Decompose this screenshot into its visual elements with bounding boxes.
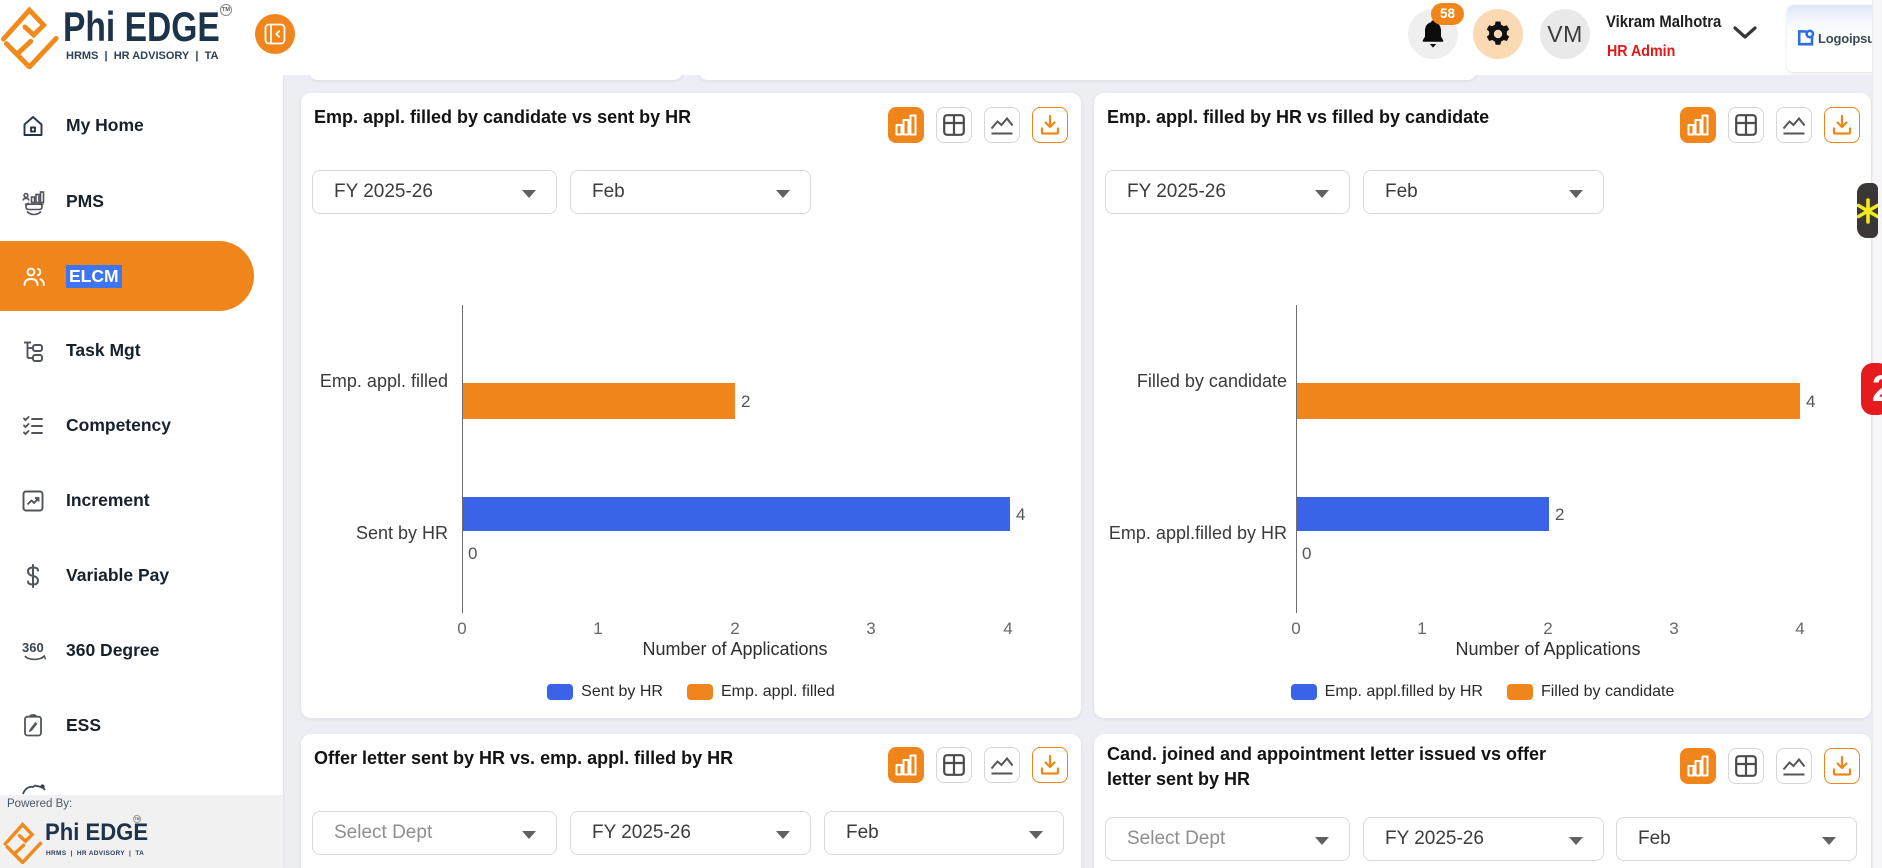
svg-text:360: 360 — [22, 640, 44, 655]
